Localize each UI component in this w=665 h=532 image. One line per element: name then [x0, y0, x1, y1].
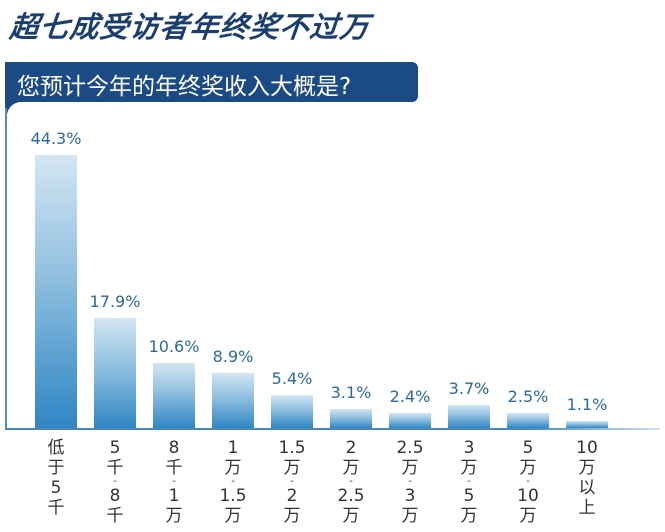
bar: [389, 413, 431, 428]
bar-value-label: 44.3%: [30, 129, 82, 148]
category-label-part: 万: [283, 458, 301, 478]
category-label-part: 万: [519, 506, 537, 526]
bar: [94, 318, 136, 428]
category-label-part: -: [172, 476, 176, 487]
chart-title: 超七成受访者年终奖不过万: [8, 10, 372, 44]
category-label-part: -: [113, 476, 117, 487]
category-label-part: 万: [283, 506, 301, 526]
bar-value-label: 5.4%: [271, 369, 313, 388]
category-label-part: 5: [522, 438, 534, 458]
bar: [212, 373, 254, 428]
bar: [271, 395, 313, 428]
category-label-part: 8: [109, 486, 121, 506]
category-label-part: 2: [286, 486, 298, 506]
category-label-part: 万: [342, 506, 360, 526]
category-label-part: 万: [165, 506, 183, 526]
category-label-part: 千: [106, 506, 124, 526]
category-label-part: 低: [47, 438, 65, 458]
bar-value-label: 2.5%: [507, 387, 549, 406]
category-label-part: 3: [404, 486, 416, 506]
category-label-part: 于: [47, 458, 65, 478]
bar-value-label: 17.9%: [89, 292, 141, 311]
category-label: 2.5 万 -3 万: [389, 438, 431, 526]
category-label-part: 千: [165, 458, 183, 478]
category-label: 1.5 万 -2 万: [271, 438, 313, 526]
question-text: 您预计今年的年终奖收入大概是?: [17, 74, 352, 100]
category-label-part: 1: [227, 438, 239, 458]
category-label-part: 万: [578, 458, 596, 478]
y-axis-line: [5, 108, 7, 429]
category-label-part: 10: [517, 486, 539, 506]
category-label-part: 1: [168, 486, 180, 506]
bar-value-label: 10.6%: [148, 337, 200, 356]
category-label-part: 万: [401, 458, 419, 478]
category-label-part: 1.5: [219, 486, 247, 506]
bar: [507, 413, 549, 428]
category-label-part: 万: [342, 458, 360, 478]
category-label-part: 10: [576, 438, 598, 458]
category-label-part: 3: [463, 438, 475, 458]
category-label-part: 2: [345, 438, 357, 458]
category-label-part: 2.5: [396, 438, 424, 458]
category-label-part: -: [526, 476, 530, 487]
bar: [448, 405, 490, 428]
category-label-part: -: [408, 476, 412, 487]
category-label-part: -: [467, 476, 471, 487]
category-label-part: 万: [401, 506, 419, 526]
bar: [566, 421, 608, 428]
category-label-part: 千: [106, 458, 124, 478]
category-label-part: -: [231, 476, 235, 487]
category-label-part: 5: [463, 486, 475, 506]
bar: [330, 409, 372, 428]
category-label-part: 2.5: [337, 486, 365, 506]
question-banner: 您预计今年的年终奖收入大概是?: [5, 62, 418, 102]
x-axis-baseline: [5, 428, 660, 430]
category-label: 5 万 -10 万: [507, 438, 549, 526]
category-label-part: 以: [578, 478, 596, 498]
category-label-part: 1.5: [278, 438, 306, 458]
category-label-part: 万: [460, 458, 478, 478]
bar: [153, 363, 195, 428]
banner-tail-curve: [7, 102, 27, 122]
category-label-part: 万: [519, 458, 537, 478]
category-label: 1 万 -1.5 万: [212, 438, 254, 526]
category-label-part: 千: [47, 498, 65, 518]
category-label-part: 万: [460, 506, 478, 526]
category-label-part: 上: [578, 498, 596, 518]
category-label-part: 5: [50, 478, 62, 498]
bar: [35, 155, 77, 428]
category-label-part: -: [349, 476, 353, 487]
category-label-part: 8: [168, 438, 180, 458]
category-label: 10 万以上: [566, 438, 608, 518]
category-label: 2 万 -2.5 万: [330, 438, 372, 526]
category-label-part: 万: [224, 506, 242, 526]
bar-value-label: 3.1%: [330, 383, 372, 402]
category-label-part: -: [290, 476, 294, 487]
bar-value-label: 2.4%: [389, 387, 431, 406]
category-label-part: 万: [224, 458, 242, 478]
bar-value-label: 8.9%: [212, 347, 254, 366]
category-label-part: 5: [109, 438, 121, 458]
bar-value-label: 1.1%: [566, 395, 608, 414]
bar-value-label: 3.7%: [448, 379, 490, 398]
